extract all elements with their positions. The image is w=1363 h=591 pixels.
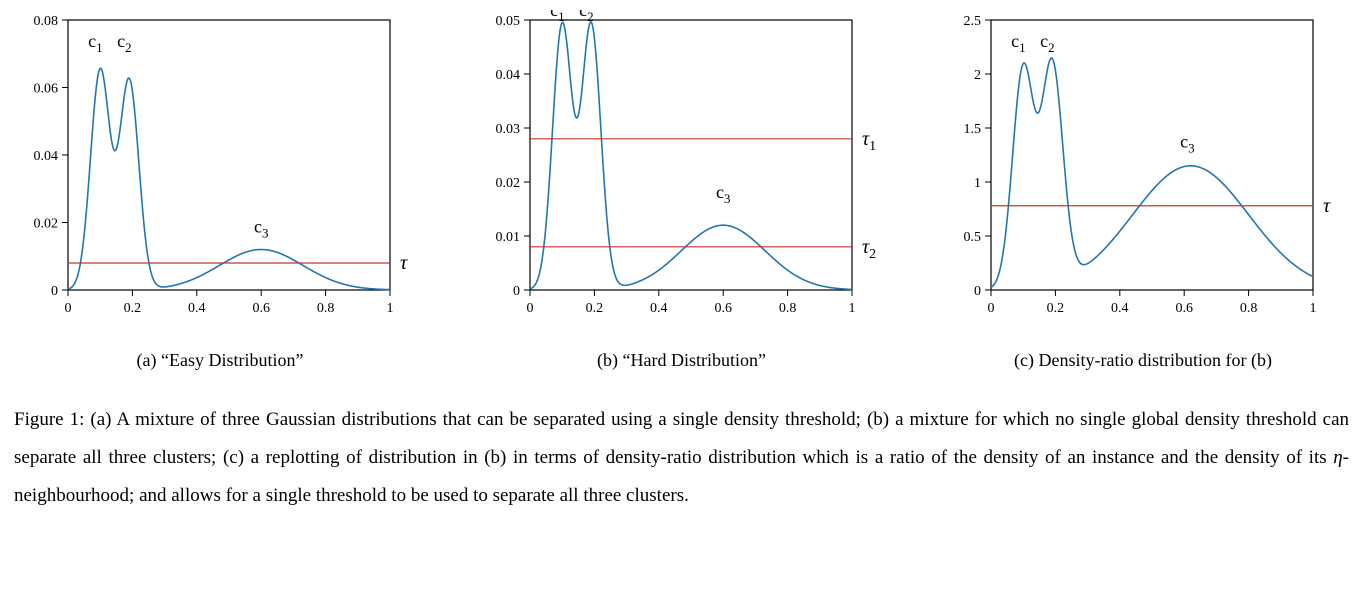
svg-text:0.4: 0.4 [1111,301,1129,316]
threshold-label: τ1 [862,128,876,154]
peak-label: c2 [117,31,132,55]
svg-text:0.4: 0.4 [188,301,206,316]
svg-text:1: 1 [974,176,981,191]
svg-text:1.5: 1.5 [964,122,982,137]
threshold-label: τ [1323,195,1331,217]
svg-text:0.5: 0.5 [964,230,982,245]
svg-text:0.04: 0.04 [495,68,520,83]
svg-text:0.08: 0.08 [34,14,59,29]
svg-text:0.02: 0.02 [34,217,59,232]
svg-text:0.06: 0.06 [34,82,59,97]
svg-text:0.6: 0.6 [1175,301,1193,316]
subcaption-b: (b) “Hard Distribution” [597,350,766,371]
svg-text:0.8: 0.8 [1240,301,1258,316]
svg-text:1: 1 [848,301,855,316]
svg-text:0.8: 0.8 [317,301,335,316]
chart-c: 0 0.2 0.4 0.6 0.8 1 0 0.5 1 1.5 2 2.5 τ c1 c2 c3 [933,10,1353,330]
subcaption-a: (a) “Easy Distribution” [137,350,304,371]
peak-label: c3 [254,217,269,241]
peak-label: c2 [1040,31,1055,55]
peak-label: c3 [715,182,730,206]
peak-label: c1 [550,10,565,24]
chart-b: 0 0.2 0.4 0.6 0.8 1 0 0.01 0.02 0.03 0.04 0.05 τ1 τ2 c… [472,10,892,330]
peak-label: c1 [88,31,103,55]
threshold-label: τ2 [862,236,876,262]
svg-text:1: 1 [1310,301,1317,316]
svg-text:0.03: 0.03 [495,122,520,137]
svg-text:0: 0 [526,301,533,316]
svg-text:0.04: 0.04 [34,149,59,164]
threshold-label: τ [400,252,408,274]
peak-label: c1 [1011,31,1026,55]
svg-text:0: 0 [988,301,995,316]
svg-text:0: 0 [974,284,981,299]
density-curve [68,68,390,289]
svg-text:0.05: 0.05 [495,14,520,29]
figure-caption: Figure 1: (a) A mixture of three Gaussia… [10,401,1353,515]
panel-a: 0 0.2 0.4 0.6 0.8 1 0 0.02 0.04 0.06 0.08 τ c1 c2 c3 (a… [10,10,430,371]
density-curve [530,22,852,289]
svg-text:0.2: 0.2 [585,301,603,316]
peak-label: c2 [579,10,594,24]
svg-text:0: 0 [513,284,520,299]
svg-text:0: 0 [51,284,58,299]
chart-a: 0 0.2 0.4 0.6 0.8 1 0 0.02 0.04 0.06 0.08 τ c1 c2 c3 [10,10,430,330]
svg-text:0.6: 0.6 [252,301,270,316]
svg-text:1: 1 [387,301,394,316]
svg-text:0.01: 0.01 [495,230,520,245]
svg-text:0: 0 [65,301,72,316]
caption-body: (a) A mixture of three Gaussian distribu… [14,409,1349,468]
caption-prefix: Figure 1: [14,409,84,430]
peak-label: c3 [1180,131,1194,155]
panel-b: 0 0.2 0.4 0.6 0.8 1 0 0.01 0.02 0.03 0.04 0.05 τ1 τ2 c… [472,10,892,371]
svg-text:0.02: 0.02 [495,176,520,191]
svg-text:0.2: 0.2 [1047,301,1065,316]
density-curve [991,58,1313,288]
caption-eta: η [1333,447,1342,468]
svg-text:2.5: 2.5 [964,14,982,29]
svg-text:0.2: 0.2 [124,301,142,316]
subcaption-c: (c) Density-ratio distribution for (b) [1014,350,1272,371]
svg-text:0.4: 0.4 [650,301,668,316]
panel-c: 0 0.2 0.4 0.6 0.8 1 0 0.5 1 1.5 2 2.5 τ c1 c2 c3 (c) Den… [933,10,1353,371]
figure-row: 0 0.2 0.4 0.6 0.8 1 0 0.02 0.04 0.06 0.08 τ c1 c2 c3 (a… [10,10,1353,371]
svg-text:0.6: 0.6 [714,301,732,316]
svg-text:2: 2 [974,68,981,83]
svg-text:0.8: 0.8 [778,301,796,316]
